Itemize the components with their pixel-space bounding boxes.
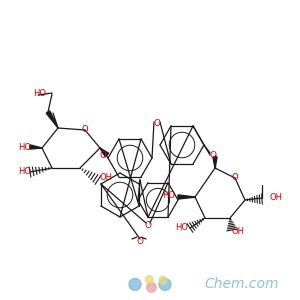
Circle shape: [129, 278, 141, 290]
Text: O: O: [232, 173, 238, 182]
Circle shape: [159, 278, 171, 290]
Text: Chem.com: Chem.com: [204, 277, 278, 290]
Text: O: O: [154, 119, 160, 128]
Text: HO: HO: [18, 142, 31, 152]
Text: HO: HO: [33, 88, 46, 98]
Circle shape: [147, 283, 156, 292]
Circle shape: [159, 276, 167, 284]
Polygon shape: [213, 157, 217, 168]
Text: HO: HO: [162, 190, 175, 200]
Text: HO: HO: [18, 167, 31, 176]
Text: HO: HO: [175, 224, 188, 232]
Text: O: O: [136, 238, 143, 247]
Text: O: O: [145, 220, 152, 230]
Polygon shape: [46, 111, 58, 128]
Text: O: O: [82, 125, 88, 134]
Text: OH: OH: [270, 193, 283, 202]
Polygon shape: [178, 195, 195, 199]
Polygon shape: [100, 148, 109, 157]
Circle shape: [146, 276, 153, 283]
Text: OH: OH: [100, 173, 113, 182]
Text: OH: OH: [232, 227, 245, 236]
Text: O: O: [100, 151, 106, 160]
Polygon shape: [30, 145, 42, 149]
Text: O: O: [209, 151, 217, 160]
